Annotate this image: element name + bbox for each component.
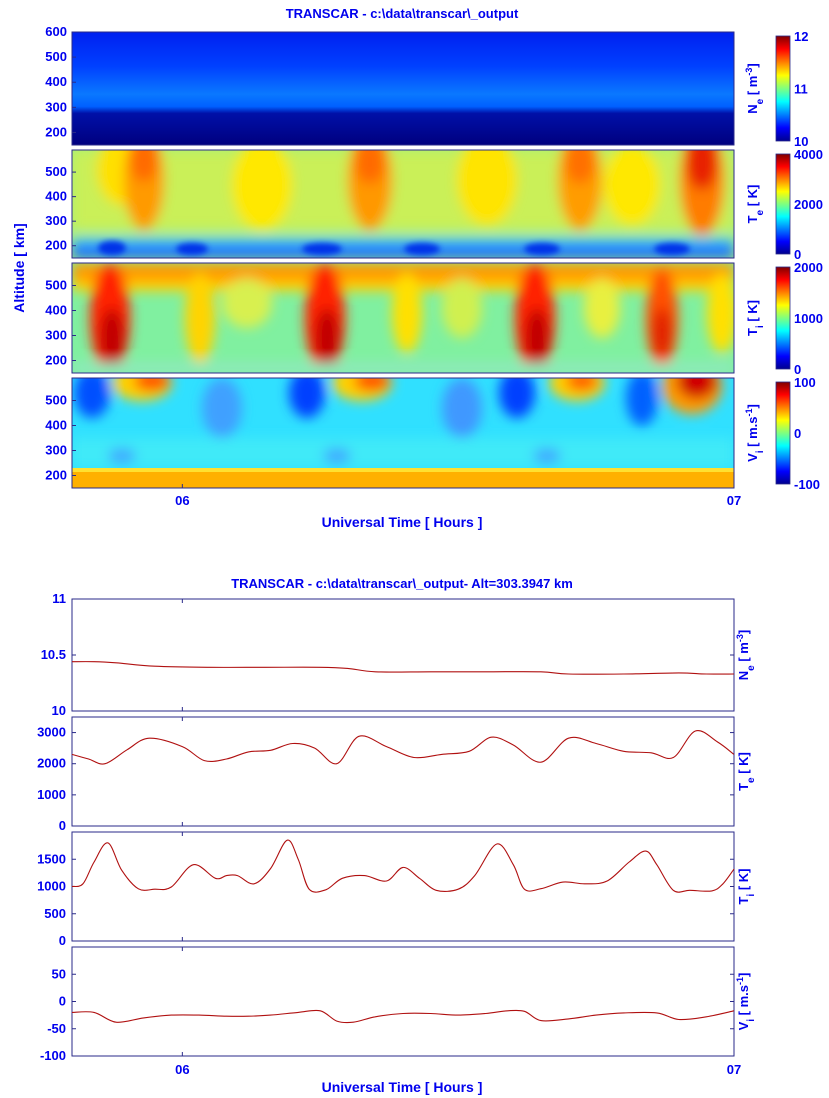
y-tick-label: 200 [45, 468, 67, 483]
y-tick-label: 11 [52, 591, 66, 606]
y-tick-label: 1000 [37, 879, 66, 894]
colorbar-te [775, 153, 791, 255]
y-tick-label: 2000 [37, 756, 66, 771]
panel-label-ne: Ne [ m-3] [744, 63, 766, 113]
x-tick-label: 07 [727, 493, 741, 508]
panel-frame [71, 598, 735, 712]
series-line-vi [71, 1009, 735, 1024]
colorbar-tick-label: 0 [794, 426, 801, 441]
top-y-axis-label: Altitude [ km] [11, 223, 27, 312]
y-tick-label: -100 [40, 1048, 66, 1063]
heatmap-panel-vi [71, 377, 735, 489]
top-chart-title: TRANSCAR - c:\data\transcar\_output [286, 6, 519, 21]
y-tick-label: 3000 [37, 725, 66, 740]
x-tick-label: 06 [175, 493, 189, 508]
series-line-te [71, 730, 735, 765]
series-line-ne [71, 661, 735, 675]
colorbar-tick-label: 2000 [794, 197, 823, 212]
y-tick-label: 50 [52, 966, 66, 981]
y-tick-label: 500 [45, 164, 67, 179]
y-tick-label: 0 [59, 818, 66, 833]
colorbar-ne [775, 35, 791, 142]
panel-label-te: Te [ K] [745, 185, 766, 224]
line-panel-te: 0 1000 2000 3000 Te [ K] [37, 716, 757, 833]
y-tick-label: 200 [45, 124, 67, 139]
y-tick-label: 500 [45, 393, 67, 408]
y-tick-label: 500 [45, 278, 67, 293]
x-tick-label: 07 [727, 1062, 741, 1077]
y-tick-label: 10.5 [41, 647, 66, 662]
colorbar-tick-label: 4000 [794, 147, 823, 162]
colorbar-tick-label: 0 [794, 362, 801, 377]
colorbar-tick-label: 11 [794, 82, 808, 97]
colorbar-ti [775, 266, 791, 370]
heatmap-panel-ne [71, 31, 735, 146]
panel-label-te: Te [ K] [736, 752, 757, 791]
x-tick-label: 06 [175, 1062, 189, 1077]
y-tick-label: 1000 [37, 787, 66, 802]
bottom-chart-title: TRANSCAR - c:\data\transcar\_output- Alt… [231, 576, 573, 591]
colorbar-tick-label: 2000 [794, 260, 823, 275]
line-panel-ti: 0 500 1000 1500 Ti [ K] [37, 831, 757, 948]
panel-label-ne: Ne [ m-3] [735, 630, 757, 680]
heatmap-panel-ti [71, 262, 735, 374]
y-tick-label: 400 [45, 418, 67, 433]
y-tick-label: 200 [45, 238, 67, 253]
y-tick-label: 1500 [37, 851, 66, 866]
y-tick-label: 600 [45, 24, 67, 39]
top-x-axis-label: Universal Time [ Hours ] [322, 514, 483, 530]
panel-label-ti: Ti [ K] [736, 868, 757, 904]
y-tick-label: 200 [45, 353, 67, 368]
y-tick-label: 300 [45, 328, 67, 343]
colorbar-tick-label: 1000 [794, 311, 823, 326]
y-tick-label: 400 [45, 303, 67, 318]
y-tick-label: 400 [45, 74, 67, 89]
colorbar-tick-label: 0 [794, 247, 801, 262]
y-tick-label: 300 [45, 443, 67, 458]
y-tick-label: 500 [45, 49, 67, 64]
line-panel-ne: 10 10.5 11 Ne [ m-3] [41, 591, 757, 718]
y-tick-label: 300 [45, 99, 67, 114]
panel-label-vi: Vi [ m.s-1] [735, 973, 757, 1031]
heatmap-axes-te: 200 300 400 500 0 2000 4000 Te [ K] [45, 147, 823, 262]
panel-frame [71, 946, 735, 1057]
y-tick-label: 500 [44, 906, 66, 921]
heatmap-axes-ti: 200 300 400 500 0 1000 2000 Ti [ K] [45, 260, 823, 377]
y-tick-label: 10 [52, 703, 66, 718]
y-tick-label: 0 [59, 994, 66, 1009]
y-tick-label: 300 [45, 213, 67, 228]
colorbar-tick-label: 12 [794, 29, 808, 44]
y-tick-label: 400 [45, 189, 67, 204]
colorbar-vi [775, 381, 791, 485]
panel-label-ti: Ti [ K] [745, 300, 766, 336]
y-tick-label: -50 [47, 1021, 66, 1036]
y-tick-label: 0 [59, 933, 66, 948]
heatmap-axes-ne: 200 300 400 500 600 10 11 12 Ne [ m-3] [45, 24, 808, 149]
colorbar-tick-label: 10 [794, 134, 808, 149]
panel-label-vi: Vi [ m.s-1] [744, 404, 766, 462]
colorbar-tick-label: 100 [794, 375, 816, 390]
bottom-x-axis-label: Universal Time [ Hours ] [322, 1079, 483, 1095]
panel-frame [71, 716, 735, 827]
colorbar-tick-label: -100 [794, 477, 820, 492]
line-panel-vi: -100 -50 0 50 Vi [ m.s-1] [40, 946, 757, 1063]
heatmap-axes-vi: 200 300 400 500 -100 0 100 Vi [ m.s-1] [45, 375, 820, 492]
series-line-ti [71, 839, 735, 893]
heatmap-panel-te [71, 149, 735, 259]
